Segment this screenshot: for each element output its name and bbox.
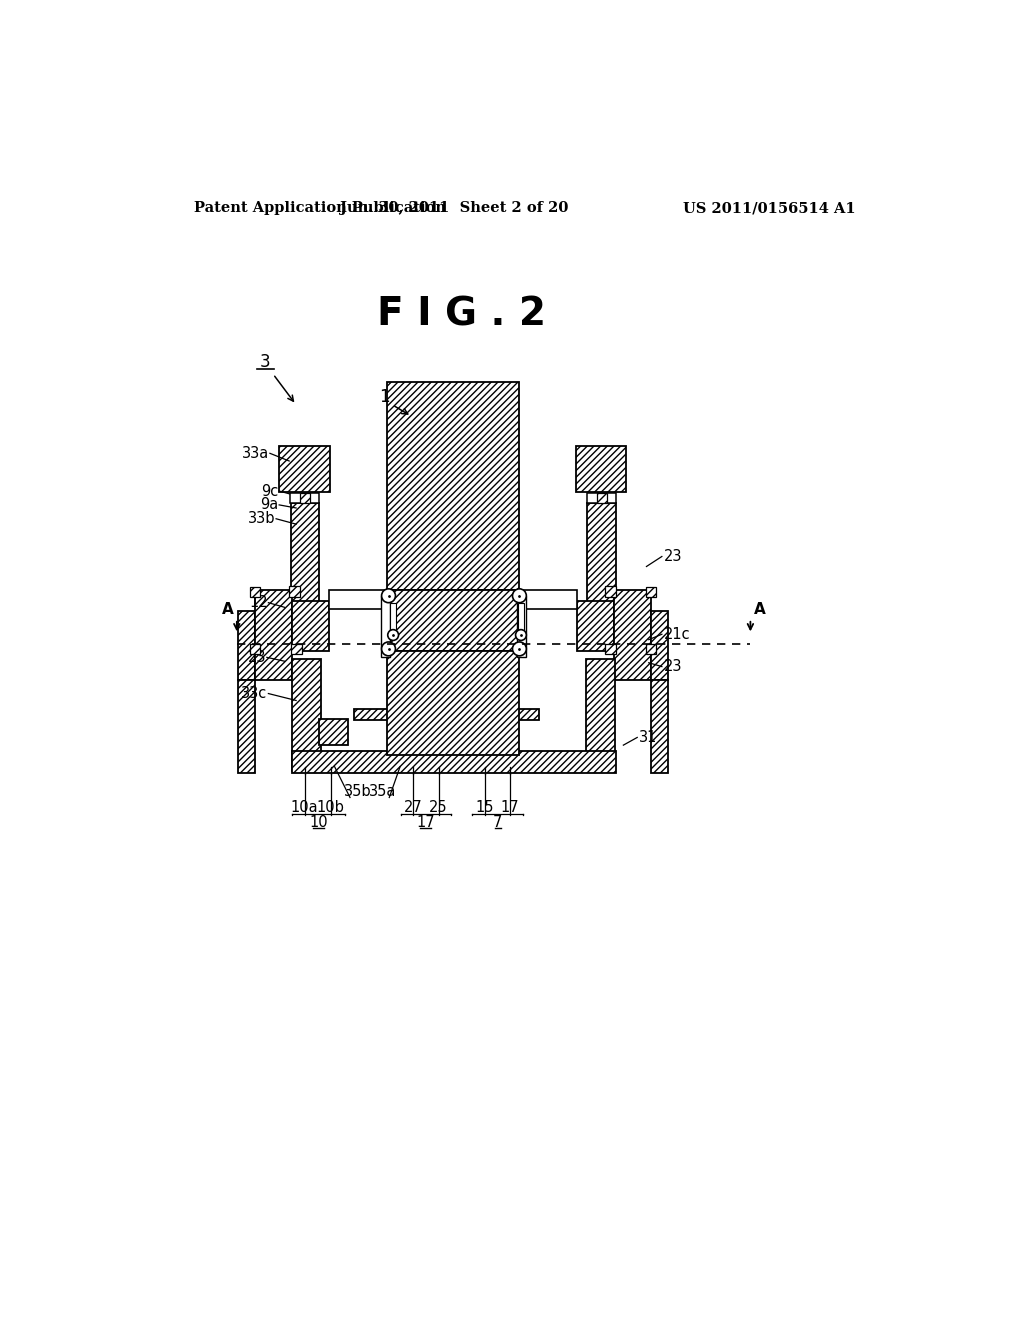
Text: 25: 25 bbox=[429, 800, 447, 814]
Bar bbox=[292, 751, 615, 774]
Text: US 2011/0156514 A1: US 2011/0156514 A1 bbox=[683, 202, 856, 215]
Bar bbox=[646, 587, 656, 597]
Bar bbox=[250, 587, 260, 597]
Text: 35a: 35a bbox=[369, 784, 396, 799]
Bar bbox=[330, 590, 388, 609]
Bar bbox=[578, 601, 614, 651]
Bar bbox=[239, 681, 255, 774]
Bar bbox=[381, 595, 390, 657]
Bar bbox=[280, 446, 330, 492]
Text: 21c: 21c bbox=[664, 627, 690, 642]
Circle shape bbox=[388, 630, 398, 640]
Text: 23: 23 bbox=[664, 549, 682, 564]
Bar bbox=[387, 651, 519, 755]
Bar bbox=[250, 644, 260, 653]
Circle shape bbox=[512, 589, 526, 603]
Bar bbox=[300, 492, 309, 503]
Bar bbox=[255, 590, 292, 681]
Bar bbox=[290, 492, 319, 503]
Text: 33c: 33c bbox=[242, 686, 267, 701]
Text: 10a: 10a bbox=[291, 800, 318, 814]
Text: A: A bbox=[222, 602, 233, 616]
Bar bbox=[651, 681, 668, 774]
Text: A: A bbox=[754, 602, 766, 616]
Bar bbox=[517, 595, 526, 657]
Text: Patent Application Publication: Patent Application Publication bbox=[194, 202, 445, 215]
Bar bbox=[387, 590, 519, 651]
Text: 9a: 9a bbox=[260, 498, 279, 512]
Bar bbox=[614, 590, 651, 681]
Bar bbox=[518, 603, 524, 638]
Bar bbox=[587, 503, 615, 606]
Bar bbox=[587, 659, 614, 771]
Bar bbox=[575, 446, 627, 492]
Bar bbox=[239, 611, 255, 681]
Text: 33a: 33a bbox=[242, 446, 269, 461]
Text: 3: 3 bbox=[260, 354, 270, 371]
Text: F I G . 2: F I G . 2 bbox=[377, 296, 546, 334]
Text: 17: 17 bbox=[417, 814, 435, 830]
Bar bbox=[646, 644, 656, 653]
Bar bbox=[651, 611, 668, 681]
Bar bbox=[390, 603, 396, 638]
Circle shape bbox=[515, 630, 526, 640]
Bar bbox=[605, 586, 615, 597]
Bar bbox=[291, 503, 319, 606]
Text: 33b: 33b bbox=[248, 511, 275, 527]
Text: 12: 12 bbox=[249, 595, 267, 610]
Text: 23: 23 bbox=[664, 659, 682, 675]
Bar bbox=[387, 381, 519, 590]
Text: 23: 23 bbox=[248, 649, 266, 665]
Text: 35b: 35b bbox=[344, 784, 372, 799]
Text: Jun. 30, 2011  Sheet 2 of 20: Jun. 30, 2011 Sheet 2 of 20 bbox=[340, 202, 568, 215]
Text: 10b: 10b bbox=[316, 800, 345, 814]
Bar bbox=[597, 492, 607, 503]
Bar bbox=[289, 586, 300, 597]
Circle shape bbox=[512, 642, 526, 656]
Bar bbox=[292, 601, 330, 651]
Text: 1: 1 bbox=[379, 388, 390, 407]
Text: 27: 27 bbox=[403, 800, 423, 814]
Text: 9c: 9c bbox=[261, 483, 279, 499]
Bar bbox=[319, 719, 348, 744]
Bar bbox=[518, 590, 578, 609]
Text: 7: 7 bbox=[494, 814, 503, 830]
Text: 15: 15 bbox=[475, 800, 494, 814]
Text: 31: 31 bbox=[639, 730, 657, 744]
Text: 10: 10 bbox=[309, 814, 328, 830]
Bar bbox=[292, 659, 321, 771]
Circle shape bbox=[382, 642, 395, 656]
Bar bbox=[605, 644, 615, 655]
Circle shape bbox=[382, 589, 395, 603]
Bar bbox=[354, 709, 539, 719]
Text: 17: 17 bbox=[501, 800, 519, 814]
Bar bbox=[291, 644, 301, 655]
Bar bbox=[587, 492, 616, 503]
